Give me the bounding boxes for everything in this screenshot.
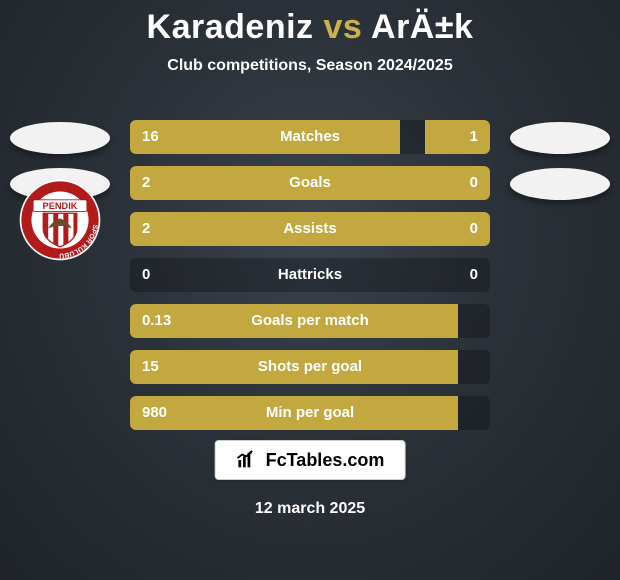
date-text: 12 march 2025: [0, 500, 620, 518]
stat-label: Goals: [130, 166, 490, 200]
stat-row: 20Assists: [130, 212, 490, 246]
stat-label: Min per goal: [130, 396, 490, 430]
page-title: Karadeniz vs ArÄ±k: [0, 0, 620, 47]
stat-row: 0.13Goals per match: [130, 304, 490, 338]
title-right: ArÄ±k: [371, 8, 473, 46]
stat-label: Goals per match: [130, 304, 490, 338]
stat-label: Assists: [130, 212, 490, 246]
player-badge-left: [10, 118, 110, 160]
badge-placeholder-icon: [510, 168, 610, 200]
stat-row: 15Shots per goal: [130, 350, 490, 384]
stat-label: Hattricks: [130, 258, 490, 292]
brand-badge: FcTables.com: [215, 440, 406, 480]
stat-row: 20Goals: [130, 166, 490, 200]
brand-text: FcTables.com: [266, 450, 385, 471]
title-left: Karadeniz: [147, 8, 314, 46]
subtitle: Club competitions, Season 2024/2025: [0, 57, 620, 75]
stat-row: 980Min per goal: [130, 396, 490, 430]
stat-label: Matches: [130, 120, 490, 154]
badge-placeholder-icon: [10, 122, 110, 154]
player-badge-right: [510, 118, 610, 160]
stats-area: 161Matches 20Goals 20Assists 00Hattricks 0.1…: [130, 120, 490, 442]
stat-row: 00Hattricks: [130, 258, 490, 292]
player-badge-right: [510, 164, 610, 206]
title-sep: vs: [324, 8, 363, 46]
chart-icon: [236, 449, 258, 471]
club-crest-icon: SPOR KULUBU PENDIK: [18, 178, 102, 262]
svg-text:PENDIK: PENDIK: [43, 201, 78, 211]
stat-label: Shots per goal: [130, 350, 490, 384]
badge-placeholder-icon: [510, 122, 610, 154]
stat-row: 161Matches: [130, 120, 490, 154]
